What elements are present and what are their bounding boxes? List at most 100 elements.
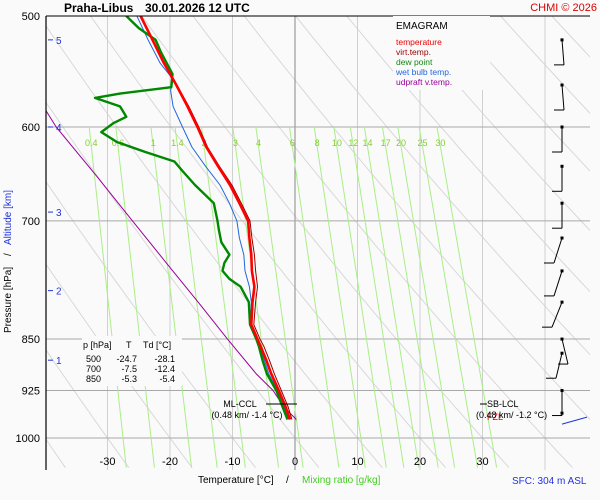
y-tick-label: 600 <box>22 122 40 134</box>
table-cell: -5.4 <box>159 374 175 384</box>
wind-barb-staff <box>553 270 563 297</box>
wind-barb-layer <box>542 38 588 425</box>
y-tick-label: 1000 <box>16 433 40 445</box>
wind-barb-staff <box>553 237 563 264</box>
table-cell: -5.3 <box>121 374 137 384</box>
dry-adiabat <box>397 16 590 232</box>
wind-barb-staff <box>561 84 565 111</box>
grid-layer <box>0 0 600 470</box>
mixing-ratio-label: 10 <box>332 138 342 148</box>
legend-item-wet-bulb: wet bulb temp. <box>395 67 451 77</box>
mixing-ratio-line <box>313 126 366 468</box>
y-axis-label-altitude: Altitude [km] <box>3 190 14 245</box>
altitude-tick-label: 2 <box>56 287 62 298</box>
table-background <box>82 336 182 386</box>
series-udpraft-v-temp <box>46 109 297 420</box>
x-axis-label-separator: / <box>286 475 289 486</box>
dry-adiabat <box>46 180 256 469</box>
sb-lcl-value: (0.48 km/ -1.2 °C) <box>476 410 547 420</box>
dry-adiabat <box>141 16 510 469</box>
mixing-ratio-line <box>289 126 340 468</box>
mixing-ratio-line <box>381 126 439 468</box>
dry-adiabat <box>243 16 590 421</box>
mixing-ratio-label: 1.4 <box>171 138 184 148</box>
x-tick-label: -30 <box>100 456 116 468</box>
table-header-t: T <box>126 340 132 350</box>
x-tick-label: 10 <box>351 456 363 468</box>
mixing-ratio-label: 30 <box>435 138 445 148</box>
surface-elevation: SFC: 304 m ASL <box>512 476 587 487</box>
dry-adiabat <box>448 16 590 172</box>
mixing-ratio-line <box>397 126 456 468</box>
mixing-ratio-label: 6 <box>290 138 295 148</box>
series-layer <box>46 16 297 420</box>
mixing-ratio-label: 12 <box>348 138 358 148</box>
x-tick-label: 30 <box>476 456 488 468</box>
mixing-ratio-line <box>150 126 193 468</box>
mixing-ratio-layer: 0.4 0.6 1 1.4 2 3 4 6 8 10 12 14 17 20 25 30 <box>85 126 498 468</box>
mixing-ratio-label: 1 <box>151 138 156 148</box>
x-axis-label-temperature: Temperature [°C] <box>198 475 274 486</box>
dry-adiabat <box>551 16 590 58</box>
legend-item-updraft: udpraft v.temp. <box>396 77 452 87</box>
x-tick-label: -20 <box>162 456 178 468</box>
dry-adiabat <box>46 263 193 469</box>
legend-title: EMAGRAM <box>396 21 448 32</box>
mixing-ratio-label: 25 <box>417 138 427 148</box>
ml-ccl-title: ML-CCL <box>223 399 257 409</box>
mixing-ratio-label: 17 <box>381 138 391 148</box>
y-axis-label-separator: / <box>3 253 14 256</box>
legend-item-dew-point: dew point <box>396 57 433 67</box>
mixing-ratio-line <box>255 126 304 468</box>
wind-barb-station <box>560 411 564 415</box>
station-title: Praha-Libus <box>64 1 134 15</box>
series-temperature <box>139 16 292 420</box>
ml-ccl-value: (0.48 km/ -1.4 °C) <box>211 410 282 420</box>
table-header-td: Td [°C] <box>143 340 171 350</box>
dry-adiabat <box>294 16 590 356</box>
mixing-ratio-line <box>363 126 420 468</box>
mixing-ratio-label: 4 <box>256 138 261 148</box>
wind-barb-staff <box>555 353 563 379</box>
dry-adiabat <box>580 0 600 468</box>
table-cell: -12.4 <box>154 364 175 374</box>
altitude-tick-label: 1 <box>56 356 62 367</box>
fzl-label: FZL <box>487 412 503 422</box>
datetime-title: 30.01.2026 12 UTC <box>145 1 250 15</box>
legend: EMAGRAM temperature virt.temp. dew point… <box>393 16 490 90</box>
table-cell: 700 <box>86 364 101 374</box>
mixing-ratio-label: 8 <box>315 138 320 148</box>
y-tick-label: 500 <box>22 11 40 23</box>
table-header-p: p [hPa] <box>83 340 112 350</box>
dry-adiabat <box>89 16 447 469</box>
mixing-ratio-line <box>201 126 246 468</box>
wind-barb-staff <box>561 39 565 65</box>
x-tick-label: -10 <box>225 456 241 468</box>
altitude-tick-label: 4 <box>56 123 62 134</box>
sb-lcl-title: SB-LCL <box>487 399 519 409</box>
table-cell: -28.1 <box>154 354 175 364</box>
level-table: p [hPa] T Td [°C] 500 -24.7 -28.1 700 -7… <box>82 336 182 386</box>
dry-adiabat <box>0 0 2 468</box>
dry-adiabat <box>192 16 573 469</box>
legend-background <box>393 16 490 90</box>
x-axis-label-mixing: Mixing ratio [g/kg] <box>302 475 381 486</box>
dry-adiabat <box>346 16 590 293</box>
dry-adiabat <box>499 16 590 114</box>
y-axis-label: Pressure [hPa] / Altitude [km] <box>3 190 14 333</box>
table-cell: -7.5 <box>121 364 137 374</box>
mixing-ratio-line <box>333 126 387 468</box>
mixing-ratio-line <box>349 126 405 468</box>
wind-barb-staff <box>551 301 563 328</box>
y-tick-label: 925 <box>22 386 40 398</box>
mixing-ratio-line <box>88 126 127 468</box>
x-tick-label: 0 <box>292 456 298 468</box>
mixing-ratio-label: 14 <box>362 138 372 148</box>
mixing-ratio-line <box>436 126 498 468</box>
mixing-ratio-label: 0.4 <box>85 138 98 148</box>
mixing-ratio-line <box>418 126 479 468</box>
mixing-ratio-label: 20 <box>396 138 406 148</box>
series-wet-bulb-temp <box>136 16 290 420</box>
